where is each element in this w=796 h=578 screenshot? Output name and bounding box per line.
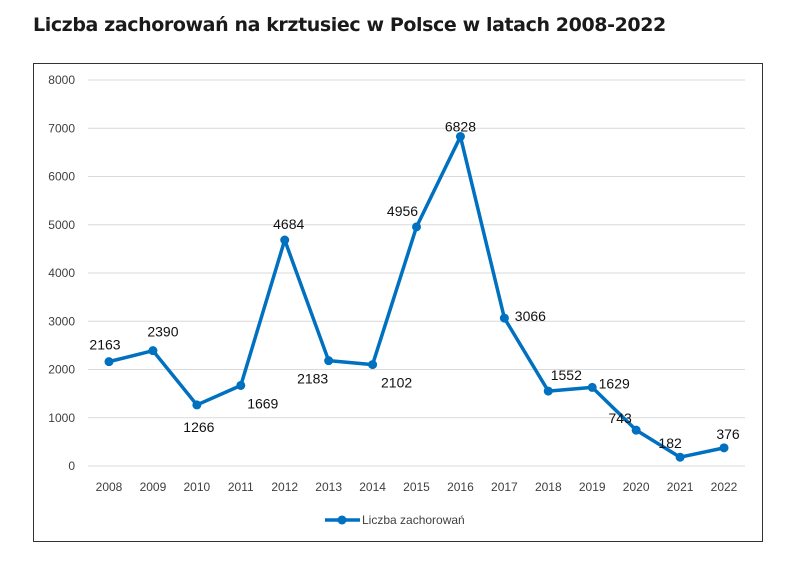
data-label: 1552 [551,367,582,383]
chart-frame [33,63,763,542]
x-tick-label: 2011 [228,480,254,494]
data-point [455,132,465,142]
data-label: 1629 [599,375,630,391]
y-tick-label: 3000 [48,314,75,328]
legend-label: Liczba zachorowań [362,513,465,527]
x-tick-label: 2008 [96,480,123,494]
y-tick-label: 5000 [48,218,75,232]
data-label: 2163 [89,337,120,353]
data-point [324,356,334,366]
x-tick-label: 2022 [711,480,738,494]
data-label: 1669 [247,395,278,411]
legend-marker-icon [337,515,347,525]
data-point [719,443,729,453]
data-point [631,425,641,435]
data-label: 2183 [297,371,328,387]
x-tick-label: 2016 [447,480,474,494]
x-tick-label: 2021 [667,480,694,494]
y-tick-label: 6000 [48,170,75,184]
data-point [104,357,114,367]
data-label: 2102 [381,375,412,391]
data-point [148,346,158,356]
data-point [675,452,685,462]
x-tick-label: 2014 [359,480,386,494]
series-line [108,134,725,459]
x-tick-label: 2010 [184,480,211,494]
data-point [412,222,422,232]
data-point [280,235,290,245]
chart-title: Liczba zachorowań na krztusiec w Polsce … [33,14,666,36]
data-point [499,313,509,323]
data-label: 6828 [445,119,476,135]
x-tick-label: 2015 [403,480,430,494]
y-tick-label: 4000 [48,266,75,280]
y-tick-label: 2000 [48,363,75,377]
data-point [543,386,553,396]
x-tick-label: 2013 [315,480,342,494]
data-point [587,382,597,392]
x-tick-label: 2019 [579,480,606,494]
y-tick-label: 8000 [48,73,75,87]
data-point [368,360,378,370]
data-label: 1266 [183,419,214,435]
x-tick-label: 2017 [491,480,518,494]
data-label: 182 [658,435,682,451]
x-tick-label: 2018 [535,480,562,494]
y-tick-label: 0 [68,459,75,473]
y-tick-label: 7000 [48,121,75,135]
data-label: 3066 [515,308,546,324]
y-tick-label: 1000 [48,411,75,425]
data-label: 376 [716,426,740,442]
x-tick-label: 2009 [140,480,167,494]
data-label: 743 [608,410,632,426]
data-point [192,400,202,410]
data-label: 2390 [147,324,178,340]
data-label: 4684 [273,216,304,232]
data-label: 4956 [387,203,418,219]
x-tick-label: 2012 [271,480,298,494]
x-tick-label: 2020 [623,480,650,494]
data-point [236,380,246,390]
